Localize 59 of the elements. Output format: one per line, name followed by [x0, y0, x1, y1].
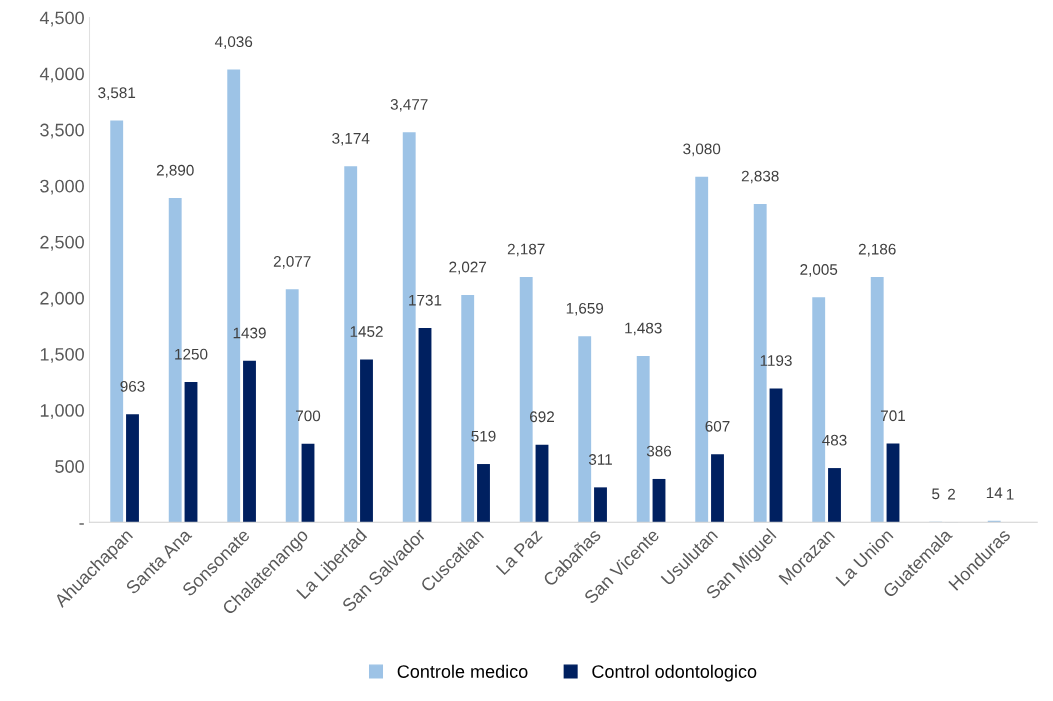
data-label: 4,036: [214, 36, 253, 49]
data-label: 692: [530, 411, 554, 423]
data-label: 1193: [760, 355, 792, 366]
data-label: 700: [296, 410, 321, 422]
data-label: 483: [822, 434, 847, 446]
data-label: 2,187: [507, 243, 545, 257]
bar: [769, 388, 783, 523]
y-tick-label: 1,500: [40, 347, 84, 363]
data-label: 701: [881, 410, 905, 422]
bar: [477, 464, 490, 523]
data-label: 311: [588, 454, 612, 465]
y-tick-label: 4,000: [39, 67, 84, 83]
bar: [594, 487, 607, 523]
legend-label: Control odontologico: [592, 664, 757, 682]
y-tick-label: 3,000: [40, 179, 84, 195]
data-label: 2,077: [273, 256, 311, 269]
y-tick-label: -: [79, 523, 84, 525]
data-label: 1439: [233, 327, 266, 339]
bar: [126, 414, 139, 523]
data-label: 2,027: [449, 261, 487, 275]
y-tick-label: 2,500: [40, 235, 84, 251]
bar: [886, 443, 900, 523]
data-label: 963: [120, 380, 145, 392]
data-label: 1: [1006, 489, 1014, 500]
bar: [828, 468, 841, 523]
y-tick-label: 4,500: [39, 11, 84, 27]
bar: [418, 328, 432, 523]
bar: [301, 443, 315, 523]
data-label: 3,581: [98, 87, 136, 100]
data-label: 2: [948, 488, 955, 500]
y-tick-label: 500: [55, 460, 84, 473]
legend-label: Controle medico: [397, 664, 528, 678]
data-label: 14: [986, 487, 1003, 499]
bar: [652, 478, 666, 523]
data-label: 3,080: [683, 143, 721, 157]
y-tick-label: 3,500: [40, 123, 84, 139]
data-label: 2,890: [156, 164, 194, 178]
data-label: 1452: [350, 326, 383, 337]
data-label: 3,477: [390, 98, 428, 112]
data-label: 2,838: [741, 170, 779, 184]
data-label: 519: [471, 430, 496, 442]
bar: [243, 360, 256, 523]
x-tick-label: La Paz: [495, 528, 543, 576]
bar: [184, 382, 198, 523]
data-label: 1,659: [566, 302, 604, 316]
data-label: 607: [705, 420, 730, 432]
data-label: 2,005: [800, 264, 838, 277]
data-label: 2,186: [858, 243, 896, 257]
data-label: 3,174: [332, 132, 370, 146]
data-label: 1250: [175, 348, 208, 360]
data-label: 5: [932, 488, 940, 500]
data-label: 1,483: [625, 322, 662, 336]
data-label: 1731: [409, 294, 442, 306]
y-tick-label: 1,000: [40, 404, 84, 419]
bar: [535, 444, 549, 523]
y-tick-label: 2,000: [40, 291, 84, 307]
bar: [711, 454, 724, 523]
data-label: 386: [646, 445, 672, 457]
bar: [360, 359, 373, 523]
